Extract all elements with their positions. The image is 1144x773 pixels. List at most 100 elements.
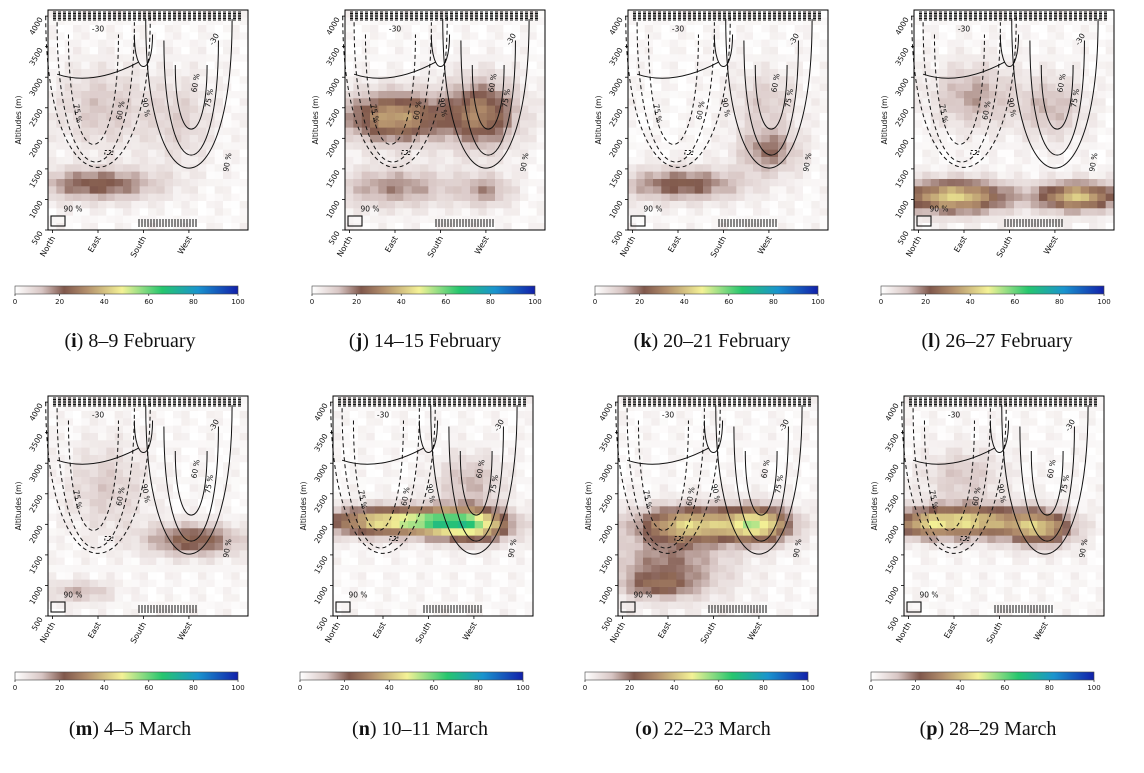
heat-cell: [453, 54, 462, 62]
heat-cell: [964, 105, 973, 113]
heat-cell: [676, 586, 685, 595]
heat-cell: [139, 156, 149, 165]
heat-cell: [239, 54, 249, 62]
heat-cell: [64, 520, 74, 529]
heat-cell: [653, 208, 662, 216]
heat-cell: [659, 586, 669, 595]
heat-cell: [383, 396, 392, 404]
heat-cell: [436, 68, 446, 77]
heat-cell: [206, 608, 215, 617]
heat-cell: [618, 440, 627, 448]
heat-cell: [370, 171, 379, 179]
heat-cell: [736, 24, 745, 33]
heat-cell: [628, 54, 637, 62]
heat-cell: [81, 506, 90, 514]
heat-cell: [416, 550, 425, 558]
heat-cell: [1039, 127, 1048, 135]
heat-cell: [651, 425, 660, 433]
heat-cell: [661, 156, 670, 165]
heat-cell: [536, 186, 546, 194]
contour-label: 60 %: [694, 100, 706, 120]
heat-cell: [345, 17, 354, 25]
heat-cell: [366, 491, 375, 499]
heat-cell: [231, 506, 240, 514]
heat-cell: [769, 200, 779, 209]
heat-cell: [81, 550, 90, 558]
heat-cell: [1022, 83, 1031, 91]
heat-cell: [491, 550, 500, 558]
heat-cell: [636, 54, 645, 62]
heat-cell: [214, 594, 224, 602]
heat-cell: [626, 535, 635, 543]
heat-cell: [669, 215, 679, 223]
heat-cell: [123, 586, 132, 595]
heat-cell: [503, 61, 512, 69]
heat-cell: [73, 520, 82, 529]
heat-cell: [378, 142, 387, 150]
heat-cell: [989, 98, 998, 106]
heat-cell: [370, 208, 379, 216]
heat-cell: [231, 491, 240, 499]
heat-cell: [73, 425, 82, 433]
heat-cell: [536, 39, 546, 47]
heat-cell: [1089, 83, 1098, 91]
heat-cell: [361, 112, 371, 121]
y-tick-label: 3000: [27, 77, 44, 98]
heat-cell: [164, 564, 174, 573]
contour-line: [330, 402, 436, 554]
heat-cell: [491, 557, 500, 565]
heat-cell: [778, 127, 787, 135]
contour-line: [970, 150, 980, 156]
heat-cell: [408, 484, 417, 492]
heat-cell: [64, 498, 74, 507]
heat-cell: [753, 171, 762, 179]
contour-line: [448, 426, 504, 542]
heat-cell: [231, 601, 240, 609]
heat-cell: [458, 550, 467, 558]
heat-cell: [989, 76, 998, 84]
heat-cell: [634, 542, 644, 551]
heat-cell: [676, 484, 685, 492]
heat-cell: [634, 572, 644, 580]
heat-cell: [386, 200, 396, 209]
heat-cell: [643, 579, 652, 587]
heat-cell: [811, 134, 820, 143]
heat-cell: [644, 105, 654, 113]
heat-cell: [661, 61, 670, 69]
heat-cell: [669, 61, 679, 69]
heat-cell: [173, 572, 182, 580]
heat-cell: [989, 17, 998, 25]
heat-cell: [173, 418, 182, 426]
heat-cell: [536, 10, 546, 18]
heat-cell: [1039, 120, 1048, 128]
heat-cell: [719, 134, 729, 143]
heat-cell: [491, 454, 500, 463]
heat-cell: [819, 186, 829, 194]
heat-cell: [48, 579, 57, 587]
heat-cell: [1055, 98, 1065, 106]
heat-cell: [98, 186, 107, 194]
heat-cell: [461, 171, 471, 179]
contour-line: [56, 408, 135, 549]
heat-cell: [420, 17, 429, 25]
heat-cell: [1014, 149, 1023, 157]
heat-cell: [123, 120, 132, 128]
heat-cell: [449, 550, 459, 558]
heat-cell: [81, 112, 90, 121]
heat-cell: [491, 484, 500, 492]
heat-cell: [1064, 120, 1073, 128]
heat-cell: [411, 171, 421, 179]
heat-cell: [1080, 76, 1090, 84]
heat-cell: [56, 498, 65, 507]
heat-cell: [449, 572, 459, 580]
heat-cell: [694, 39, 704, 47]
heat-cell: [441, 572, 450, 580]
heat-cell: [366, 462, 375, 470]
heat-cell: [173, 491, 182, 499]
contour-line: [45, 402, 151, 554]
heat-cell: [930, 68, 940, 77]
heat-cell: [383, 586, 392, 595]
heat-cell: [98, 542, 107, 551]
heat-cell: [206, 550, 215, 558]
heat-cell: [499, 506, 509, 514]
